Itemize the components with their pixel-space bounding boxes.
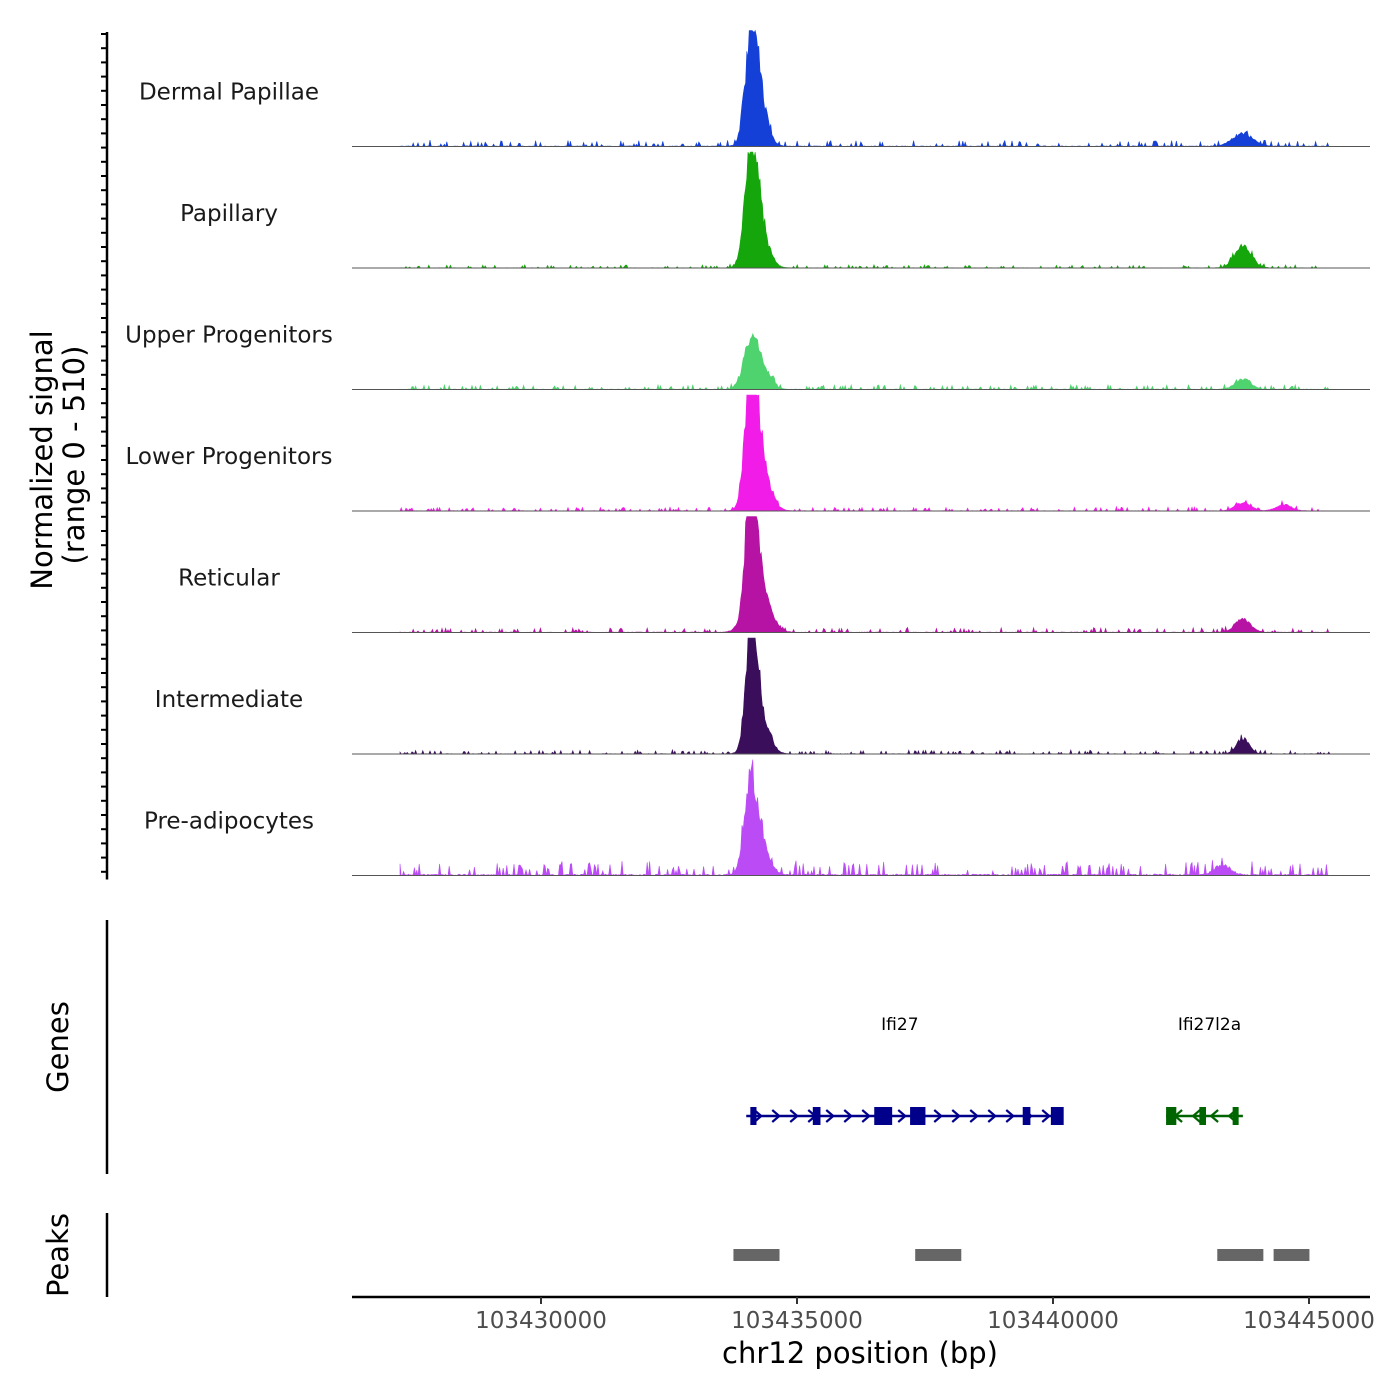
gene-ifi27: Ifi27 (746, 1015, 1064, 1125)
exon (1232, 1107, 1239, 1125)
gene-label: Ifi27l2a (1178, 1015, 1241, 1035)
strand-arrow (1005, 1109, 1015, 1123)
strand-arrow (753, 1109, 763, 1123)
track-dermal-papillae: Dermal Papillae (139, 29, 1370, 148)
track-reticular: Reticular (178, 516, 1370, 634)
coverage-area (399, 29, 1331, 148)
coverage-area (399, 332, 1331, 391)
strand-arrow (789, 1109, 799, 1123)
exon (910, 1107, 926, 1125)
exon (1199, 1107, 1207, 1125)
coverage-tracks: Dermal Papillae Papillary Upper Progenitor… (125, 29, 1370, 877)
exon (1022, 1107, 1031, 1125)
track-papillary: Papillary (180, 151, 1370, 269)
exon (812, 1107, 821, 1125)
track-label: Pre-adipocytes (144, 809, 314, 835)
exon (874, 1107, 893, 1125)
strand-arrow (1191, 1109, 1201, 1123)
strand-arrow (825, 1109, 835, 1123)
strand-arrow (1041, 1109, 1051, 1123)
peaks-panel-label: Peaks (41, 1213, 75, 1297)
y-axis-title-line1: Normalized signal (25, 330, 59, 589)
peak-region (1217, 1249, 1264, 1261)
strand-arrow (969, 1109, 979, 1123)
track-lower-progenitors: Lower Progenitors (126, 394, 1370, 512)
strand-arrow (1209, 1109, 1219, 1123)
gene-label: Ifi27 (881, 1015, 918, 1035)
peak-regions (733, 1249, 1310, 1261)
peak-region (915, 1249, 962, 1261)
track-upper-progenitors: Upper Progenitors (125, 323, 1370, 391)
track-label: Intermediate (155, 687, 303, 713)
strand-arrow (987, 1109, 997, 1123)
x-tick-label: 103445000 (1243, 1308, 1375, 1334)
strand-arrow (861, 1109, 871, 1123)
exon (750, 1107, 757, 1125)
strand-arrow (951, 1109, 961, 1123)
x-axis-title: chr12 position (bp) (722, 1336, 998, 1370)
strand-arrow (897, 1109, 907, 1123)
x-tick-label: 103435000 (731, 1308, 863, 1334)
coverage-area (399, 759, 1331, 877)
strand-arrow (843, 1109, 853, 1123)
x-tick-label: 103440000 (987, 1308, 1119, 1334)
gene-ifi27l2a: Ifi27l2a (1166, 1015, 1243, 1125)
track-label: Papillary (180, 201, 278, 227)
genes-panel-label: Genes (41, 1001, 75, 1093)
exon (1166, 1107, 1177, 1125)
coverage-area (399, 394, 1331, 512)
coverage-area (399, 151, 1331, 269)
coverage-area (399, 637, 1331, 755)
coverage-y-axis (101, 32, 109, 880)
coverage-area (399, 516, 1331, 634)
track-label: Lower Progenitors (126, 444, 333, 470)
track-label: Upper Progenitors (125, 323, 333, 349)
x-axis-ticks: 103430000 103435000 103440000 103445000 (475, 1297, 1375, 1334)
gene-annotations: Ifi27 Ifi27l2a (746, 1015, 1243, 1125)
track-label: Reticular (178, 566, 280, 592)
y-axis-title-line2: (range 0 - 510) (57, 346, 91, 565)
track-label: Dermal Papillae (139, 80, 319, 106)
strand-arrow (771, 1109, 781, 1123)
x-tick-label: 103430000 (475, 1308, 607, 1334)
track-pre-adipocytes: Pre-adipocytes (144, 759, 1370, 877)
peak-region (1273, 1249, 1310, 1261)
y-axis-title: Normalized signal (range 0 - 510) (25, 330, 91, 589)
exon (1050, 1107, 1064, 1125)
track-intermediate: Intermediate (155, 637, 1370, 755)
peak-region (733, 1249, 780, 1261)
strand-arrow (933, 1109, 943, 1123)
